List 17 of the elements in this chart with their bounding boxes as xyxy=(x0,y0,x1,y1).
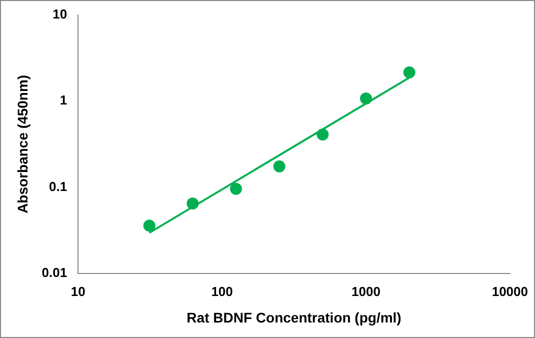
point xyxy=(403,66,416,78)
x-tick-label: 10000 xyxy=(492,284,528,299)
y-tick-label: 0.01 xyxy=(42,265,68,280)
point xyxy=(316,128,329,140)
point xyxy=(360,92,372,105)
x-tick-label: 10 xyxy=(70,284,86,299)
point xyxy=(230,182,242,195)
y-tick-label: 1 xyxy=(60,92,68,108)
point xyxy=(186,197,199,210)
x-tick-label: 1000 xyxy=(352,284,380,299)
y-axis-title: Absorbance (450nm) xyxy=(14,74,30,214)
point xyxy=(143,220,156,232)
point xyxy=(273,160,286,172)
x-tick-label: 100 xyxy=(211,284,233,299)
y-tick-label: 10 xyxy=(52,6,68,22)
y-tick-label: 0.1 xyxy=(49,178,68,194)
x-axis-title: Rat BDNF Concentration (pg/ml) xyxy=(186,309,402,326)
